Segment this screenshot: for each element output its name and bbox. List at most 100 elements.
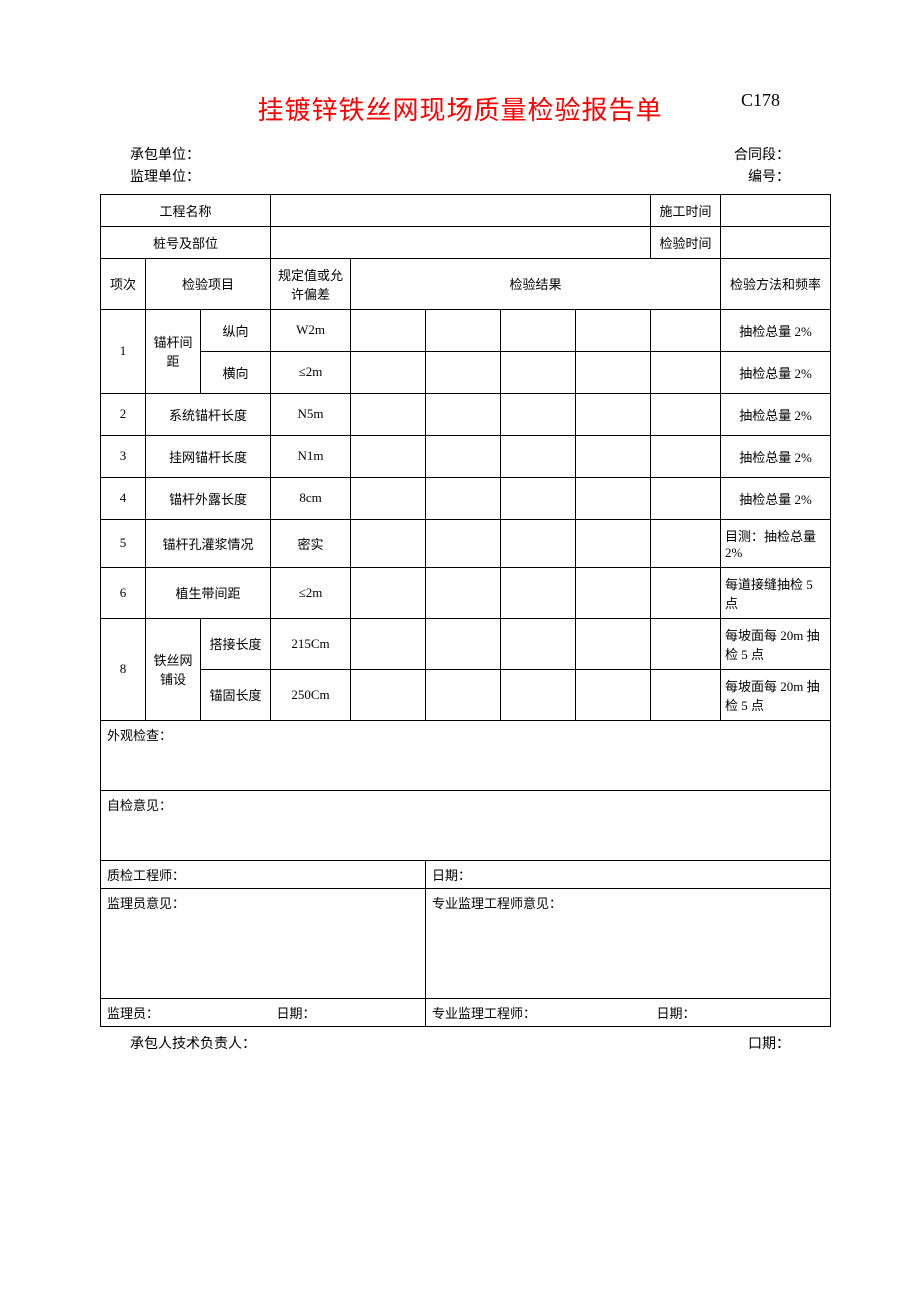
cell — [651, 435, 721, 477]
row-6: 6 植生带间距 ≤2m 每道接缝抽检 5 点 — [101, 567, 831, 618]
cell — [576, 618, 651, 669]
row-2-spec: N5m — [271, 393, 351, 435]
cell — [351, 519, 426, 567]
row-6-no: 6 — [101, 567, 146, 618]
row-3-spec: N1m — [271, 435, 351, 477]
row-6-method: 每道接缝抽检 5 点 — [721, 567, 831, 618]
row-1a: 1 锚杆间距 纵向 W2m 抽检总量 2% — [101, 309, 831, 351]
number-label: 编号： — [748, 167, 790, 189]
supervisor-opinion-label: 监理员意见： — [101, 888, 426, 998]
row-3-item: 挂网锚杆长度 — [146, 435, 271, 477]
cell — [651, 669, 721, 720]
info-row-2: 桩号及部位 检验时间 — [101, 226, 831, 258]
row-1b: 横向 ≤2m 抽检总量 2% — [101, 351, 831, 393]
cell — [426, 669, 501, 720]
tech-lead-label: 承包人技术负责人： — [130, 1033, 256, 1053]
cell — [651, 393, 721, 435]
row-1-group: 锚杆间距 — [146, 309, 201, 393]
pro-supervisor-date-label: 日期： — [651, 998, 831, 1026]
appearance-label: 外观检查： — [101, 720, 831, 790]
form-code: C178 — [741, 90, 780, 111]
row-8-group: 铁丝网铺设 — [146, 618, 201, 720]
row-5-no: 5 — [101, 519, 146, 567]
cell — [576, 477, 651, 519]
self-opinion-row: 自检意见： — [101, 790, 831, 860]
col-result: 检验结果 — [351, 258, 721, 309]
cell — [651, 519, 721, 567]
cell — [501, 519, 576, 567]
col-spec: 规定值或允许偏差 — [271, 258, 351, 309]
cell — [501, 393, 576, 435]
inspection-time-value — [721, 226, 831, 258]
row-6-spec: ≤2m — [271, 567, 351, 618]
supervisor-date-label: 日期： — [271, 998, 426, 1026]
cell — [576, 393, 651, 435]
row-1-no: 1 — [101, 309, 146, 393]
self-opinion-label: 自检意见： — [101, 790, 831, 860]
cell — [651, 618, 721, 669]
contract-section-label: 合同段： — [734, 145, 790, 167]
cell — [426, 393, 501, 435]
cell — [351, 351, 426, 393]
cell — [501, 351, 576, 393]
footer-date-label: 口期： — [748, 1033, 790, 1053]
pro-supervisor-opinion-label: 专业监理工程师意见： — [426, 888, 831, 998]
row-4-no: 4 — [101, 477, 146, 519]
row-8-no: 8 — [101, 618, 146, 720]
row-4-method: 抽检总量 2% — [721, 477, 831, 519]
cell — [426, 618, 501, 669]
cell — [351, 669, 426, 720]
appearance-row: 外观检查： — [101, 720, 831, 790]
row-1-spec1: W2m — [271, 309, 351, 351]
cell — [501, 567, 576, 618]
cell — [501, 309, 576, 351]
row-4-item: 锚杆外露长度 — [146, 477, 271, 519]
row-1-spec2: ≤2m — [271, 351, 351, 393]
row-8-sub2: 锚固长度 — [201, 669, 271, 720]
cell — [426, 567, 501, 618]
cell — [576, 351, 651, 393]
contractor-label: 承包单位： — [130, 145, 200, 167]
row-8a: 8 铁丝网铺设 搭接长度 215Cm 每坡面每 20m 抽检 5 点 — [101, 618, 831, 669]
cell — [351, 567, 426, 618]
cell — [576, 309, 651, 351]
pile-position-value — [271, 226, 651, 258]
col-method: 检验方法和频率 — [721, 258, 831, 309]
row-1-sub1: 纵向 — [201, 309, 271, 351]
row-5-spec: 密实 — [271, 519, 351, 567]
header-row: 项次 检验项目 规定值或允许偏差 检验结果 检验方法和频率 — [101, 258, 831, 309]
supervisor-sig-label: 监理员： — [101, 998, 271, 1026]
row-4: 4 锚杆外露长度 8cm 抽检总量 2% — [101, 477, 831, 519]
cell — [351, 477, 426, 519]
row-2-method: 抽检总量 2% — [721, 393, 831, 435]
inspection-table: 工程名称 施工时间 桩号及部位 检验时间 项次 检验项目 规定值或允许偏差 检验… — [100, 194, 831, 1027]
cell — [651, 567, 721, 618]
row-2: 2 系统锚杆长度 N5m 抽检总量 2% — [101, 393, 831, 435]
cell — [651, 309, 721, 351]
row-1-method2: 抽检总量 2% — [721, 351, 831, 393]
cell — [576, 567, 651, 618]
row-8-method2: 每坡面每 20m 抽检 5 点 — [721, 669, 831, 720]
col-item-no: 项次 — [101, 258, 146, 309]
cell — [501, 477, 576, 519]
row-1-method1: 抽检总量 2% — [721, 309, 831, 351]
info-row-1: 工程名称 施工时间 — [101, 194, 831, 226]
cell — [501, 669, 576, 720]
pile-position-label: 桩号及部位 — [101, 226, 271, 258]
page-title: 挂镀锌铁丝网现场质量检验报告单 — [257, 90, 662, 127]
project-name-label: 工程名称 — [101, 194, 271, 226]
row-5-method: 目测：抽检总量 2% — [721, 519, 831, 567]
row-6-item: 植生带间距 — [146, 567, 271, 618]
row-8-spec1: 215Cm — [271, 618, 351, 669]
supervisor-sig-row: 监理员： 日期： 专业监理工程师： 日期： — [101, 998, 831, 1026]
row-2-no: 2 — [101, 393, 146, 435]
cell — [576, 669, 651, 720]
cell — [576, 519, 651, 567]
row-4-spec: 8cm — [271, 477, 351, 519]
qc-date-label: 日期： — [426, 860, 831, 888]
cell — [426, 351, 501, 393]
row-8-method1: 每坡面每 20m 抽检 5 点 — [721, 618, 831, 669]
cell — [426, 519, 501, 567]
row-2-item: 系统锚杆长度 — [146, 393, 271, 435]
cell — [426, 477, 501, 519]
